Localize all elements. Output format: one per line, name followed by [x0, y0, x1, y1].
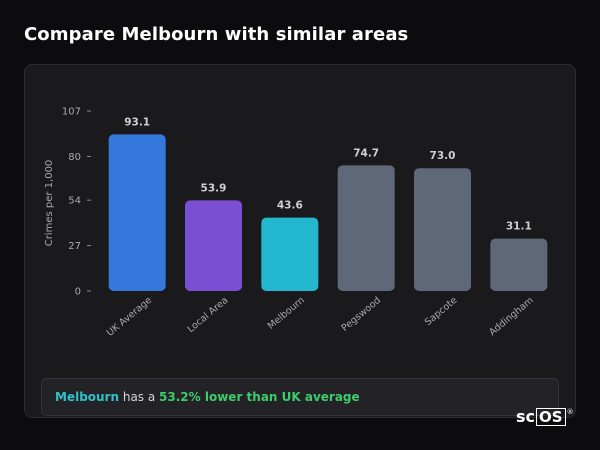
x-tick-label: Pegswood — [340, 295, 384, 334]
logo-registered: ® — [566, 408, 574, 416]
bar-value-label: 74.7 — [353, 147, 379, 159]
bar-melbourn — [261, 217, 319, 291]
scos-logo: sc OS ® — [516, 408, 574, 426]
y-tick-label: 107 — [62, 107, 81, 118]
bar-chart: Crimes per 1,000 0 27 54 80 107 93.1 53.9 43.6… — [44, 107, 548, 339]
chart-card: Crimes per 1,000 0 27 54 80 107 93.1 53.9 43.6… — [24, 64, 576, 418]
x-tick-label: Sapcote — [423, 295, 460, 328]
y-tick-label: 80 — [68, 152, 81, 163]
bar-sapcote — [414, 168, 471, 291]
bar-value-label: 43.6 — [277, 200, 303, 212]
summary-highlight: 53.2% lower than UK average — [159, 390, 360, 404]
x-tick-label: Local Area — [185, 295, 230, 335]
summary-area-name: Melbourn — [55, 390, 120, 404]
summary-text: has a — [119, 390, 160, 404]
logo-sc: sc — [516, 407, 536, 426]
y-axis-label: Crimes per 1,000 — [44, 160, 55, 247]
bar-value-label: 53.9 — [201, 182, 227, 194]
summary-box: Melbourn has a 53.2% lower than UK avera… — [41, 378, 559, 416]
bar-local-area — [185, 200, 242, 291]
bar-value-label: 93.1 — [124, 116, 150, 128]
x-tick-label: UK Average — [105, 295, 154, 339]
y-tick-label: 27 — [68, 241, 81, 252]
x-tick-label: Addingham — [487, 295, 536, 338]
bar-uk-average — [108, 134, 166, 291]
x-axis-labels: UK Average Local Area Melbourn Pegswood Sapc… — [105, 295, 536, 339]
bar-value-label: 31.1 — [506, 221, 532, 233]
bar-pegswood — [337, 165, 395, 291]
y-tick-label: 54 — [68, 196, 81, 207]
bar-addingham — [490, 238, 548, 291]
logo-os: OS — [536, 408, 566, 426]
x-tick-label: Melbourn — [266, 295, 307, 332]
y-tick-label: 0 — [75, 287, 81, 298]
page-title: Compare Melbourn with similar areas — [24, 24, 409, 45]
bar-value-label: 73.0 — [430, 150, 456, 162]
y-axis-ticks: 0 27 54 80 107 — [62, 107, 91, 298]
bars: 93.1 53.9 43.6 74.7 73.0 31.1 — [108, 116, 548, 291]
